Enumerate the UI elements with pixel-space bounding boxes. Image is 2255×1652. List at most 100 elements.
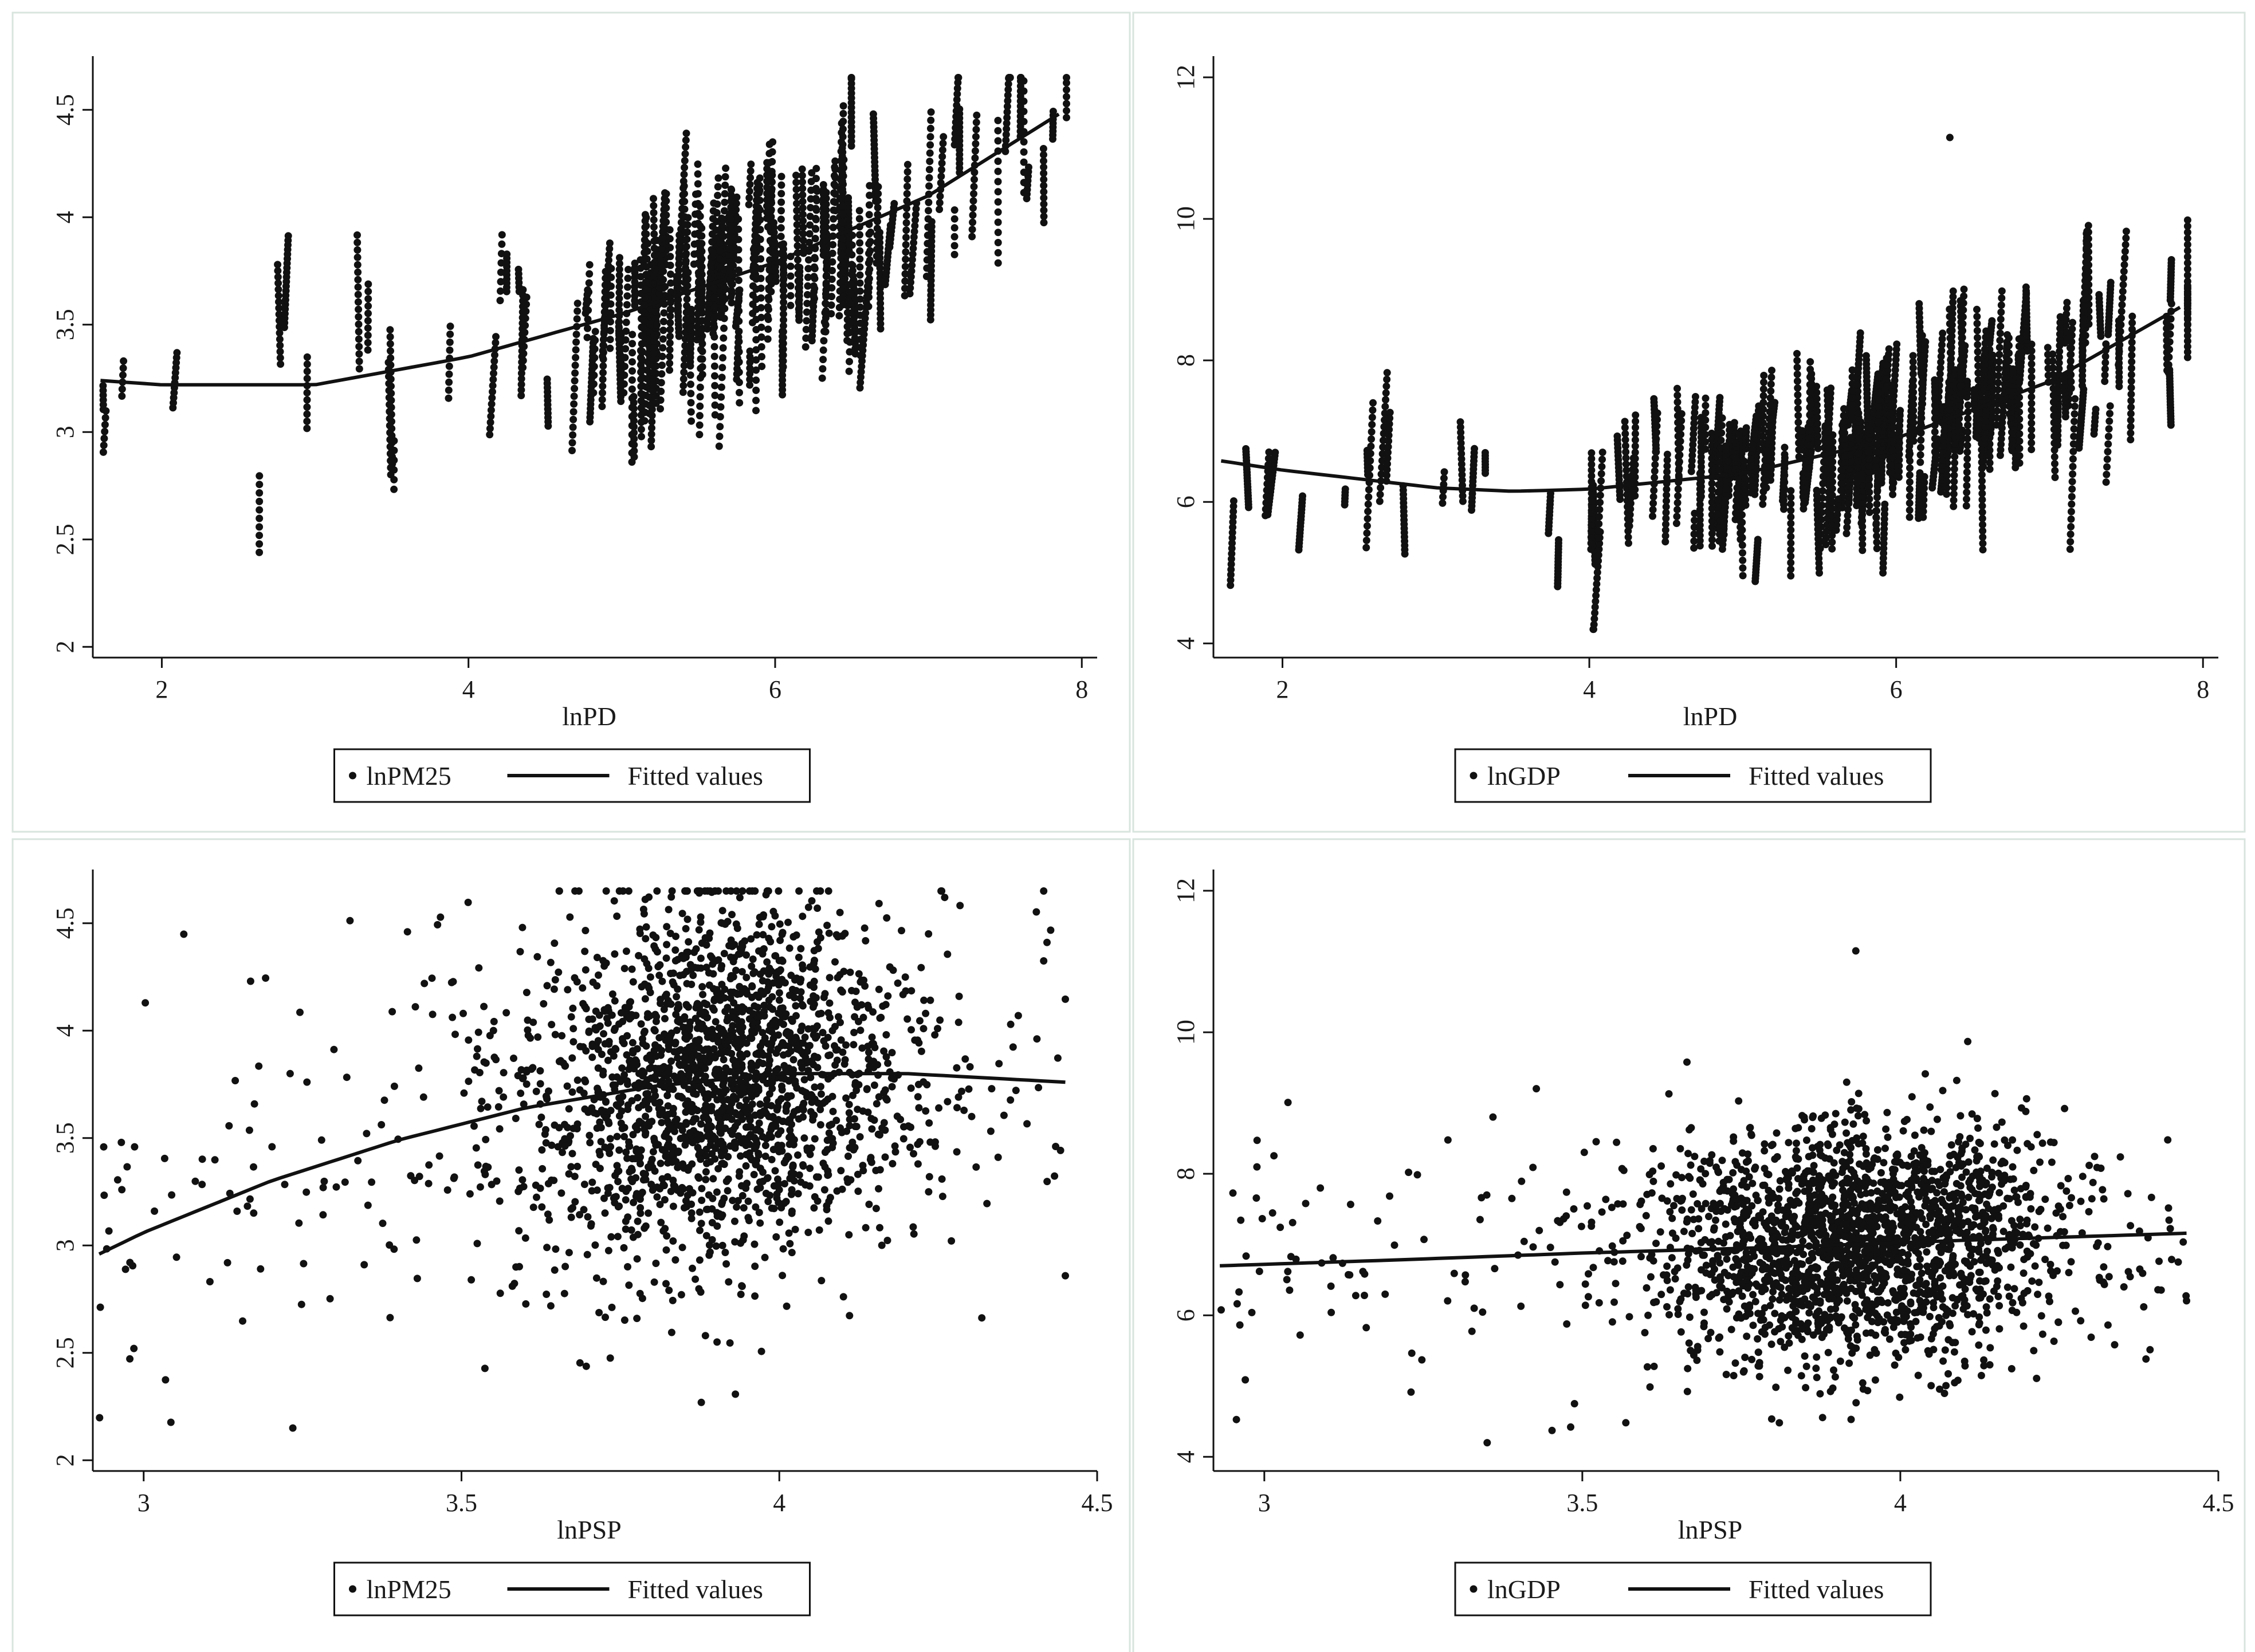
data-point (734, 246, 742, 254)
data-point (694, 160, 702, 168)
data-point (2083, 227, 2091, 235)
data-point (2022, 283, 2030, 291)
data-point (641, 230, 649, 238)
data-point (2127, 416, 2135, 424)
data-point (2127, 390, 2135, 398)
data-point (1063, 86, 1070, 94)
data-point (628, 394, 636, 402)
data-point (807, 204, 815, 211)
data-point (873, 252, 881, 260)
data-point (684, 269, 692, 277)
data-point (1382, 396, 1389, 404)
data-point (735, 348, 743, 356)
data-point (303, 353, 311, 361)
data-point (606, 239, 614, 247)
x-tick-label: 6 (1890, 675, 1903, 703)
data-point (752, 214, 760, 222)
data-point (1004, 85, 1012, 93)
data-point (972, 125, 980, 133)
data-point (364, 280, 372, 288)
data-point (764, 294, 772, 301)
data-point (752, 296, 760, 303)
data-point (1768, 367, 1775, 375)
data-point (1726, 420, 1734, 428)
data-point (1848, 414, 1856, 422)
data-point (637, 390, 645, 398)
data-point (715, 442, 723, 450)
data-point (1787, 526, 1795, 534)
data-point (1787, 487, 1795, 495)
data-point (865, 230, 873, 238)
data-point (354, 290, 362, 298)
data-point (971, 147, 979, 155)
data-point (386, 340, 394, 348)
data-point (1917, 443, 1924, 451)
data-point (520, 343, 528, 351)
data-point (666, 353, 674, 360)
data-point (1916, 451, 1924, 459)
x-tick-label: 4 (462, 675, 475, 703)
data-point (696, 431, 704, 439)
data-point (1003, 108, 1011, 116)
data-point (386, 436, 394, 443)
data-point (751, 243, 759, 251)
data-point (517, 375, 525, 383)
data-point (353, 253, 362, 261)
data-point (777, 233, 785, 241)
data-point (1949, 287, 1957, 295)
data-point (696, 402, 704, 410)
data-point (822, 300, 830, 308)
data-point (1376, 497, 1384, 505)
data-point (572, 338, 580, 346)
data-point (857, 373, 865, 381)
data-point (571, 384, 579, 392)
data-point (903, 190, 911, 198)
data-point (857, 344, 865, 352)
data-point (119, 364, 127, 372)
data-point (902, 211, 910, 219)
data-point (638, 432, 645, 440)
data-point (823, 272, 831, 280)
data-point (806, 238, 813, 246)
data-point (2079, 336, 2086, 344)
data-point (1025, 163, 1032, 171)
data-point (1848, 373, 1856, 381)
data-point (746, 347, 754, 355)
data-point (1003, 125, 1011, 133)
data-point (2103, 470, 2111, 478)
data-point (276, 341, 284, 349)
data-point (1674, 432, 1682, 440)
data-point (517, 369, 525, 377)
legend-marker-dot (349, 772, 356, 780)
data-point (839, 102, 847, 110)
data-point (497, 250, 505, 258)
data-point (517, 380, 525, 388)
data-point (643, 255, 651, 263)
data-point (994, 198, 1002, 206)
data-point (994, 239, 1002, 246)
data-point (514, 265, 522, 273)
data-point (2104, 432, 2112, 440)
data-point (570, 400, 578, 408)
data-point (1382, 382, 1390, 390)
data-point (99, 448, 107, 456)
data-point (1598, 463, 1606, 471)
data-point (831, 157, 839, 165)
data-point (752, 202, 760, 210)
data-point (624, 274, 632, 282)
data-point (607, 265, 615, 273)
data-point (846, 328, 854, 336)
data-point (820, 318, 828, 326)
data-point (650, 349, 658, 357)
x-tick-label: 2 (1276, 675, 1289, 703)
data-point (856, 303, 864, 311)
data-point (865, 240, 873, 248)
data-point (994, 137, 1002, 145)
data-point (2067, 377, 2075, 386)
data-point (1787, 500, 1795, 508)
data-point (710, 362, 718, 370)
data-point (276, 348, 284, 356)
data-point (1883, 354, 1891, 362)
data-point (599, 352, 606, 360)
data-point (445, 378, 453, 386)
